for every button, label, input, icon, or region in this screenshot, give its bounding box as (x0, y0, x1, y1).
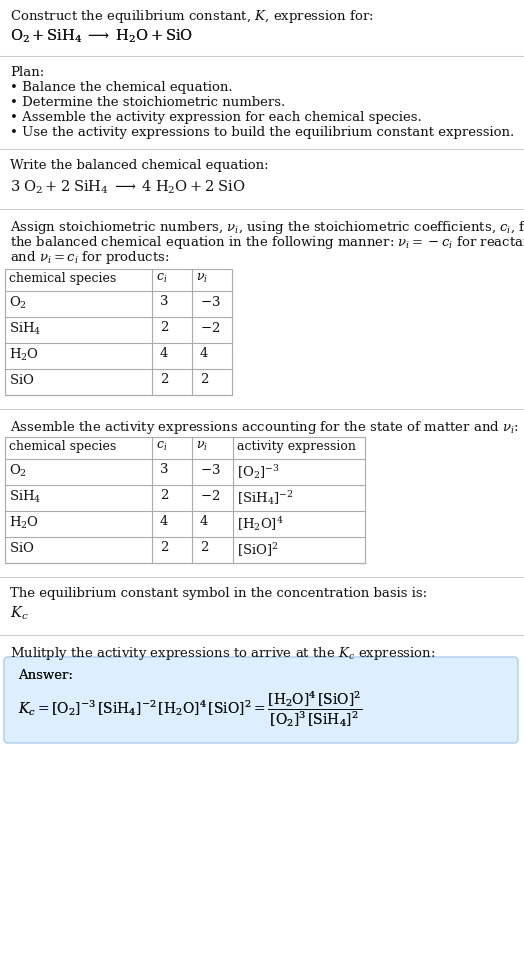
Text: 4: 4 (160, 515, 168, 528)
Text: • Assemble the activity expression for each chemical species.: • Assemble the activity expression for e… (10, 111, 422, 124)
Text: 2: 2 (160, 321, 168, 334)
Bar (5, 269, 232, 395)
Text: Plan:: Plan: (10, 66, 44, 79)
Text: $K_c = [\mathrm{O_2}]^{-3}\,[\mathrm{SiH_4}]^{-2}\,[\mathrm{H_2O}]^{4}\,[\mathrm: $K_c = [\mathrm{O_2}]^{-3}\,[\mathrm{SiH… (18, 689, 363, 728)
Text: 4: 4 (200, 347, 209, 360)
Text: • Balance the chemical equation.: • Balance the chemical equation. (10, 81, 233, 94)
Text: $\mathrm{SiH_4}$: $\mathrm{SiH_4}$ (9, 489, 41, 505)
Text: 2: 2 (200, 541, 209, 554)
Text: 2: 2 (160, 489, 168, 502)
Text: Answer:: Answer: (18, 669, 73, 682)
Text: Assemble the activity expressions accounting for the state of matter and $\nu_i$: Assemble the activity expressions accoun… (10, 419, 519, 436)
Text: $\mathrm{O_2}$: $\mathrm{O_2}$ (9, 463, 27, 480)
Text: Assign stoichiometric numbers, $\nu_i$, using the stoichiometric coefficients, $: Assign stoichiometric numbers, $\nu_i$, … (10, 219, 524, 236)
Text: $\mathrm{O_2}$: $\mathrm{O_2}$ (9, 295, 27, 311)
Text: $\mathrm{SiO}$: $\mathrm{SiO}$ (9, 373, 35, 387)
Text: $-2$: $-2$ (200, 321, 220, 335)
Text: Write the balanced chemical equation:: Write the balanced chemical equation: (10, 159, 269, 172)
Bar (5, 437, 365, 563)
Text: and $\nu_i = c_i$ for products:: and $\nu_i = c_i$ for products: (10, 249, 169, 266)
Text: $-3$: $-3$ (200, 295, 221, 309)
Text: 2: 2 (160, 541, 168, 554)
Text: 2: 2 (160, 373, 168, 386)
Text: 3: 3 (160, 463, 169, 476)
Text: $\mathrm{SiH_4}$: $\mathrm{SiH_4}$ (9, 321, 41, 337)
Text: • Determine the stoichiometric numbers.: • Determine the stoichiometric numbers. (10, 96, 285, 109)
Text: • Use the activity expressions to build the equilibrium constant expression.: • Use the activity expressions to build … (10, 126, 514, 139)
Text: $K_c = [\mathrm{O_2}]^{-3}\,[\mathrm{SiH_4}]^{-2}\,[\mathrm{H_2O}]^{4}\,[\mathrm: $K_c = [\mathrm{O_2}]^{-3}\,[\mathrm{SiH… (18, 689, 363, 728)
Text: 4: 4 (200, 515, 209, 528)
Text: $\nu_i$: $\nu_i$ (196, 272, 208, 285)
Text: $\mathrm{H_2O}$: $\mathrm{H_2O}$ (9, 347, 39, 363)
Text: $c_i$: $c_i$ (156, 272, 167, 285)
Text: $K_c$: $K_c$ (10, 605, 29, 623)
Text: $\mathrm{3\;O_2 + 2\;SiH_4 \;\longrightarrow\; 4\;H_2O + 2\;SiO}$: $\mathrm{3\;O_2 + 2\;SiH_4 \;\longrighta… (10, 179, 246, 196)
Text: $[\mathrm{H_2O}]^{4}$: $[\mathrm{H_2O}]^{4}$ (237, 515, 284, 533)
Text: chemical species: chemical species (9, 440, 116, 453)
Text: Construct the equilibrium constant, $K$, expression for:: Construct the equilibrium constant, $K$,… (10, 8, 374, 25)
Text: $c_i$: $c_i$ (156, 440, 167, 453)
Text: $\mathrm{H_2O}$: $\mathrm{H_2O}$ (9, 515, 39, 531)
FancyBboxPatch shape (4, 657, 518, 743)
Text: $[\mathrm{SiO}]^{2}$: $[\mathrm{SiO}]^{2}$ (237, 541, 279, 558)
Text: the balanced chemical equation in the following manner: $\nu_i = -c_i$ for react: the balanced chemical equation in the fo… (10, 234, 524, 251)
Text: $[\mathrm{SiH_4}]^{-2}$: $[\mathrm{SiH_4}]^{-2}$ (237, 489, 293, 507)
Text: 3: 3 (160, 295, 169, 308)
Text: 4: 4 (160, 347, 168, 360)
Text: $\nu_i$: $\nu_i$ (196, 440, 208, 453)
Text: $\mathrm{O_2 + SiH_4 \;\longrightarrow\; H_2O + SiO}$: $\mathrm{O_2 + SiH_4 \;\longrightarrow\;… (10, 28, 193, 45)
Text: $\mathrm{SiO}$: $\mathrm{SiO}$ (9, 541, 35, 555)
Text: 2: 2 (200, 373, 209, 386)
Text: chemical species: chemical species (9, 272, 116, 285)
Text: $\mathrm{O_2 + SiH_4 \;\longrightarrow\; H_2O + SiO}$: $\mathrm{O_2 + SiH_4 \;\longrightarrow\;… (10, 28, 193, 45)
Text: $-2$: $-2$ (200, 489, 220, 503)
Text: $-3$: $-3$ (200, 463, 221, 477)
Text: Answer:: Answer: (18, 669, 73, 682)
Text: activity expression: activity expression (237, 440, 356, 453)
Text: $[\mathrm{O_2}]^{-3}$: $[\mathrm{O_2}]^{-3}$ (237, 463, 280, 481)
Text: The equilibrium constant symbol in the concentration basis is:: The equilibrium constant symbol in the c… (10, 587, 427, 600)
Text: Mulitply the activity expressions to arrive at the $K_c$ expression:: Mulitply the activity expressions to arr… (10, 645, 435, 662)
